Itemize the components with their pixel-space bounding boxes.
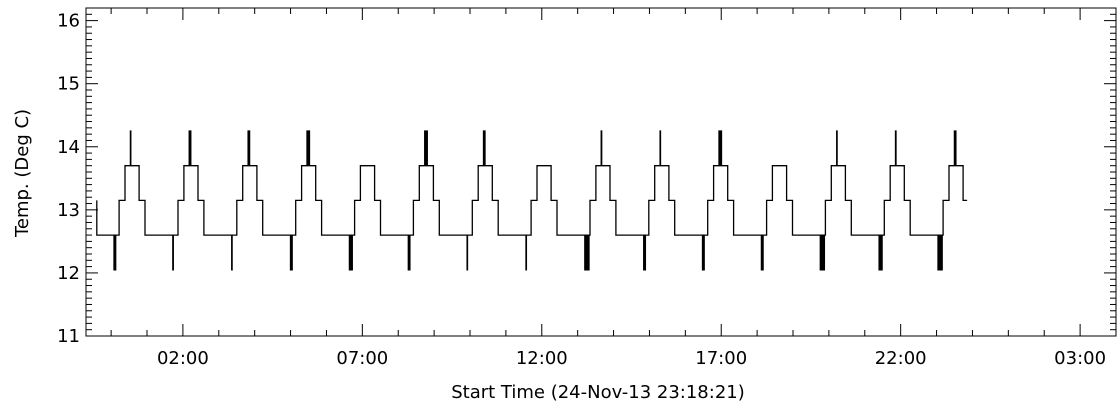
y-tick-label: 11: [57, 326, 80, 347]
y-tick-label: 14: [57, 137, 80, 158]
x-tick-label: 07:00: [336, 348, 388, 369]
x-tick-label: 02:00: [157, 348, 209, 369]
x-tick-label: 17:00: [695, 348, 747, 369]
x-tick-label: 22:00: [875, 348, 927, 369]
y-tick-label: 16: [57, 11, 80, 32]
chart-tick-labels: 11 12 13 14 15 16 02:00 07:00 12:00 17:00 22:00 03:…: [57, 11, 1106, 369]
x-axis-label: Start Time (24-Nov-13 23:18:21): [451, 382, 745, 403]
y-axis-label: Temp. (Deg C): [12, 109, 33, 238]
y-tick-label: 13: [57, 200, 80, 221]
temperature-series: [96, 130, 968, 271]
plot-frame: [85, 7, 1117, 337]
y-tick-label: 12: [57, 263, 80, 284]
x-tick-label: 03:00: [1054, 348, 1106, 369]
x-tick-label: 12:00: [516, 348, 568, 369]
chart-axes: [85, 7, 1117, 337]
temperature-line: [96, 130, 968, 271]
chart-ticks: [86, 7, 1117, 337]
y-tick-label: 15: [57, 74, 80, 95]
